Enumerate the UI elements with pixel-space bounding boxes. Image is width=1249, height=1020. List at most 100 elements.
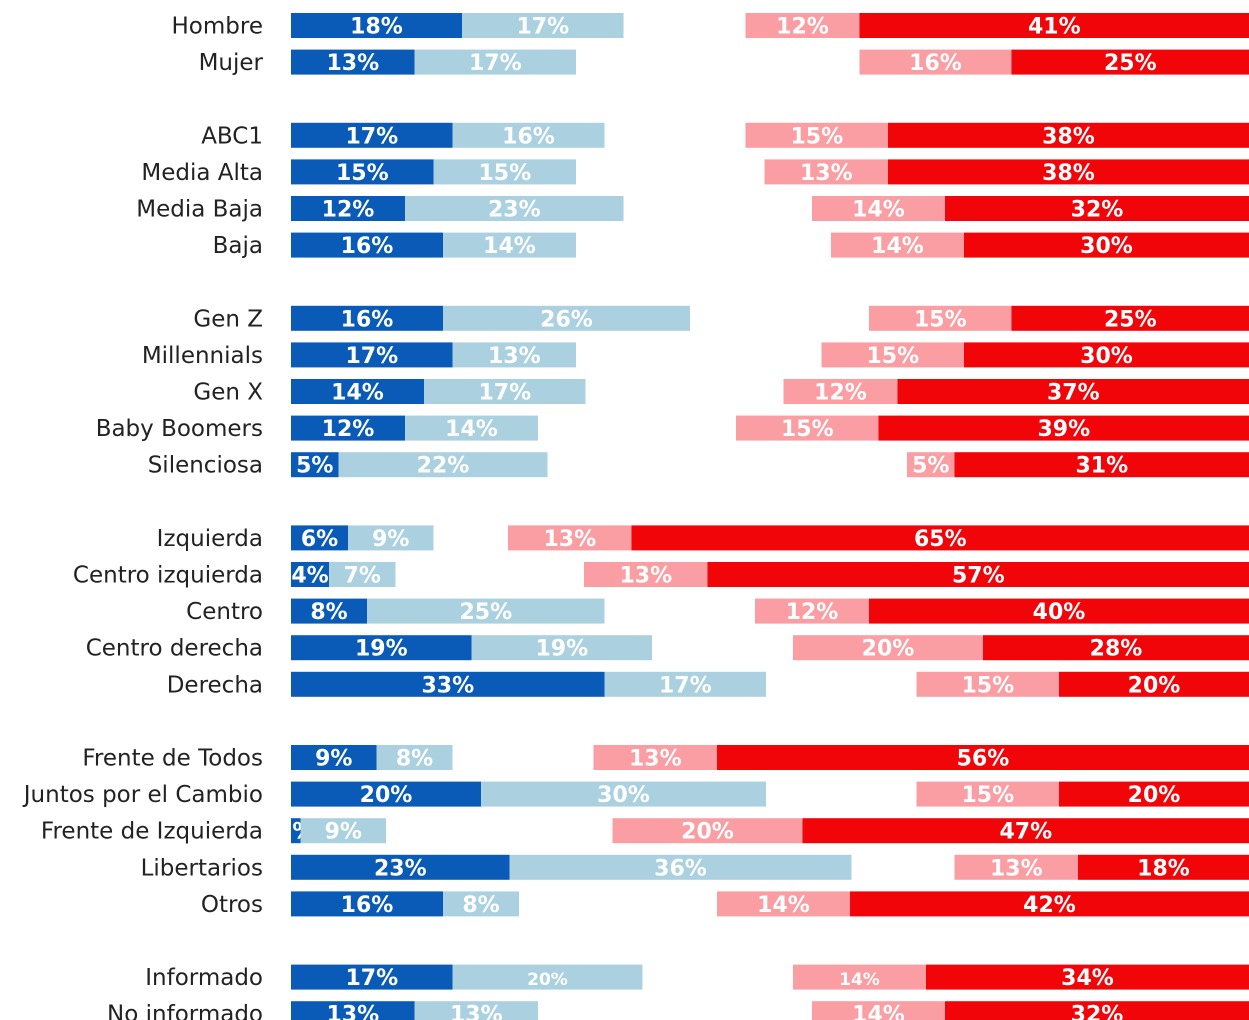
strong-negative-value-label: 32% <box>1071 1003 1124 1020</box>
strong-negative-segment: 25% <box>1011 49 1249 76</box>
strong-positive-bar <box>291 49 415 75</box>
strong-negative-bar <box>945 196 1249 221</box>
negative-bar <box>793 635 983 661</box>
strong-negative-segment: 32% <box>945 196 1249 223</box>
positive-value-label: 14% <box>445 417 498 442</box>
strong-negative-segment: 25% <box>1011 305 1249 332</box>
positive-value-label: 7% <box>344 564 381 589</box>
strong-positive-segment: 8% <box>291 598 367 625</box>
strong-negative-bar <box>1011 305 1249 331</box>
strong-positive-segment: 33% <box>291 671 605 698</box>
category-label: Otros <box>201 892 263 918</box>
positive-bar <box>414 49 576 75</box>
category-label: Frente de Izquierda <box>41 819 263 845</box>
category-label: ABC1 <box>201 123 263 149</box>
negative-value-label: 15% <box>790 124 843 149</box>
negative-bar <box>907 452 955 478</box>
category-label: Libertarios <box>141 855 263 881</box>
positive-value-label: 9% <box>372 527 409 552</box>
positive-bar <box>424 379 586 404</box>
category-label: Media Alta <box>141 160 263 186</box>
negative-bar <box>916 671 1059 697</box>
strong-negative-value-label: 40% <box>1033 600 1086 625</box>
strong-positive-segment: 23% <box>291 854 510 881</box>
strong-negative-segment: 38% <box>888 159 1249 186</box>
strong-negative-segment: 47% <box>802 818 1249 845</box>
strong-negative-bar <box>878 415 1249 441</box>
positive-segment: 19% <box>471 635 652 662</box>
strong-positive-segment: 17% <box>291 122 453 149</box>
strong-positive-value-label: 14% <box>331 381 384 406</box>
strong-positive-value-label: 5% <box>296 454 333 479</box>
strong-negative-bar <box>1059 671 1249 697</box>
positive-segment: 22% <box>338 452 548 479</box>
negative-segment: 15% <box>916 671 1059 698</box>
positive-segment: 17% <box>462 13 624 40</box>
positive-segment: 14% <box>443 232 576 259</box>
negative-bar <box>745 122 888 148</box>
strong-negative-value-label: 65% <box>914 527 967 552</box>
strong-positive-bar <box>291 525 348 551</box>
negative-segment: 13% <box>584 562 708 589</box>
negative-segment: 14% <box>793 964 926 990</box>
strong-negative-segment: 34% <box>926 964 1249 991</box>
positive-bar <box>338 452 548 478</box>
positive-segment: 16% <box>452 122 605 149</box>
positive-segment: 13% <box>414 1001 538 1020</box>
positive-segment: 20% <box>452 964 643 990</box>
negative-segment: 13% <box>954 854 1078 881</box>
strong-negative-value-label: 47% <box>999 820 1052 845</box>
strong-positive-value-label: 15% <box>336 161 389 186</box>
strong-negative-value-label: 38% <box>1042 124 1095 149</box>
positive-segment: 7% <box>329 562 396 589</box>
negative-bar <box>831 232 964 258</box>
strong-positive-value-label: 6% <box>301 527 338 552</box>
positive-bar <box>443 305 690 331</box>
positive-value-label: 13% <box>450 1003 503 1020</box>
strong-positive-segment: 5% <box>291 452 339 479</box>
negative-segment: 20% <box>612 818 803 845</box>
strong-positive-segment: 16% <box>291 891 443 918</box>
positive-bar <box>604 671 766 697</box>
strong-positive-bar <box>291 122 453 148</box>
strong-positive-value-label: 9% <box>315 747 352 772</box>
negative-segment: 12% <box>755 598 869 625</box>
negative-value-label: 5% <box>912 454 949 479</box>
positive-value-label: 16% <box>502 124 555 149</box>
strong-positive-bar <box>291 379 424 404</box>
strong-negative-bar <box>850 891 1249 917</box>
strong-negative-bar <box>983 635 1249 661</box>
strong-positive-segment: 4% <box>291 562 329 589</box>
category-label: Gen Z <box>193 306 263 332</box>
negative-value-label: 12% <box>786 600 839 625</box>
positive-value-label: 25% <box>459 600 512 625</box>
positive-value-label: 8% <box>396 747 433 772</box>
strong-negative-value-label: 42% <box>1023 893 1076 918</box>
strong-negative-segment: 39% <box>878 415 1249 442</box>
strong-negative-bar <box>802 818 1249 844</box>
negative-value-label: 14% <box>871 234 924 259</box>
positive-bar <box>452 964 643 990</box>
category-label: Centro izquierda <box>73 563 263 589</box>
strong-negative-segment: 18% <box>1078 854 1249 881</box>
positive-segment: 8% <box>443 891 519 918</box>
strong-negative-value-label: 25% <box>1104 51 1157 76</box>
strong-negative-bar <box>888 122 1249 148</box>
positive-bar <box>405 196 624 221</box>
positive-value-label: 14% <box>483 234 536 259</box>
strong-positive-bar <box>291 745 377 770</box>
strong-negative-bar <box>869 598 1249 624</box>
positive-segment: 26% <box>443 305 690 332</box>
strong-positive-value-label: 4% <box>291 564 328 589</box>
strong-negative-value-label: 31% <box>1075 454 1128 479</box>
category-label: No informado <box>107 1002 263 1020</box>
strong-negative-bar <box>945 1001 1249 1020</box>
positive-segment: 14% <box>405 415 538 442</box>
strong-positive-segment: 9% <box>291 745 377 772</box>
strong-positive-bar <box>291 342 453 368</box>
positive-value-label: 15% <box>478 161 531 186</box>
positive-bar <box>509 854 852 880</box>
strong-positive-segment: 16% <box>291 305 443 332</box>
strong-negative-segment: 20% <box>1059 781 1249 808</box>
positive-bar <box>405 415 538 441</box>
